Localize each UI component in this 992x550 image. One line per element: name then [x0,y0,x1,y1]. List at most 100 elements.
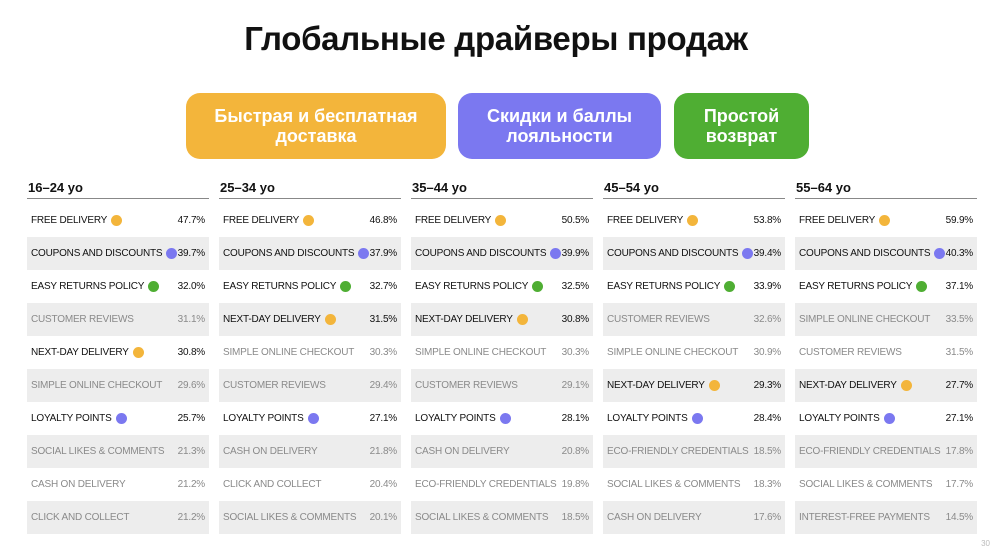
driver-value: 27.7% [945,380,974,391]
driver-label: COUPONS AND DISCOUNTS [607,248,739,259]
driver-value: 27.1% [945,413,974,424]
driver-list: FREE DELIVERY 59.9% COUPONS AND DISCOUNTS 4… [795,204,977,534]
driver-label-wrap: NEXT-DAY DELIVERY [415,314,528,325]
driver-row: NEXT-DAY DELIVERY 30.8% [411,303,593,336]
driver-value: 20.8% [561,446,590,457]
driver-label-wrap: SIMPLE ONLINE CHECKOUT [415,347,546,358]
driver-row: CUSTOMER REVIEWS 29.1% [411,369,593,402]
driver-label: NEXT-DAY DELIVERY [223,314,321,325]
returns-dot-icon [916,281,928,292]
driver-label-wrap: SOCIAL LIKES & COMMENTS [607,479,741,490]
driver-label-wrap: SIMPLE ONLINE CHECKOUT [799,314,930,325]
driver-value: 32.6% [753,314,782,325]
driver-label: EASY RETURNS POLICY [223,281,337,292]
driver-value: 53.8% [753,215,782,226]
driver-row: EASY RETURNS POLICY 37.1% [795,270,977,303]
driver-value: 29.1% [561,380,590,391]
driver-label-wrap: NEXT-DAY DELIVERY [799,380,912,391]
driver-list: FREE DELIVERY 50.5% COUPONS AND DISCOUNTS 3… [411,204,593,534]
driver-label: EASY RETURNS POLICY [415,281,529,292]
driver-value: 30.8% [177,347,206,358]
driver-value: 31.5% [369,314,398,325]
driver-row: CASH ON DELIVERY 21.2% [27,468,209,501]
driver-label: CASH ON DELIVERY [607,512,702,523]
driver-label-wrap: NEXT-DAY DELIVERY [607,380,720,391]
driver-row: ECO-FRIENDLY CREDENTIALS 17.8% [795,435,977,468]
driver-label: SIMPLE ONLINE CHECKOUT [223,347,355,358]
age-table-header: 45–54 yo [603,180,785,199]
pill-delivery: Быстрая и бесплатная доставка [186,93,446,159]
driver-label-wrap: NEXT-DAY DELIVERY [31,347,144,358]
driver-value: 47.7% [177,215,206,226]
driver-value: 21.8% [369,446,398,457]
driver-row: FREE DELIVERY 46.8% [219,204,401,237]
loyalty-dot-icon [115,413,127,424]
driver-row: COUPONS AND DISCOUNTS 39.4% [603,237,785,270]
driver-row: EASY RETURNS POLICY 33.9% [603,270,785,303]
driver-value: 21.2% [177,479,206,490]
driver-value: 20.1% [369,512,398,523]
driver-row: COUPONS AND DISCOUNTS 39.9% [411,237,593,270]
age-table-header: 55–64 yo [795,180,977,199]
driver-label: SOCIAL LIKES & COMMENTS [31,446,165,457]
driver-value: 18.3% [753,479,782,490]
driver-label: CASH ON DELIVERY [223,446,318,457]
loyalty-dot-icon [691,413,703,424]
driver-value: 28.1% [561,413,590,424]
driver-label: COUPONS AND DISCOUNTS [223,248,355,259]
loyalty-dot-icon [499,413,511,424]
driver-row: SIMPLE ONLINE CHECKOUT 29.6% [27,369,209,402]
driver-row: SOCIAL LIKES & COMMENTS 18.5% [411,501,593,534]
driver-value: 30.8% [561,314,590,325]
pill-returns-label: Простой возврат [703,106,780,146]
driver-label: NEXT-DAY DELIVERY [799,380,897,391]
driver-label: SOCIAL LIKES & COMMENTS [415,512,549,523]
driver-label-wrap: SIMPLE ONLINE CHECKOUT [223,347,354,358]
delivery-dot-icon [879,215,891,226]
driver-value: 37.9% [369,248,398,259]
delivery-dot-icon [324,314,336,325]
driver-label: SOCIAL LIKES & COMMENTS [607,479,741,490]
driver-value: 30.3% [369,347,398,358]
age-table: 55–64 yo FREE DELIVERY 59.9% COUPONS AND DI… [795,180,977,534]
driver-label: CLICK AND COLLECT [31,512,130,523]
driver-label: NEXT-DAY DELIVERY [607,380,705,391]
driver-label: FREE DELIVERY [31,215,108,226]
driver-label-wrap: FREE DELIVERY [799,215,891,226]
driver-row: SIMPLE ONLINE CHECKOUT 33.5% [795,303,977,336]
driver-label: CASH ON DELIVERY [31,479,126,490]
driver-label-wrap: CLICK AND COLLECT [31,512,129,523]
driver-label: SOCIAL LIKES & COMMENTS [223,512,357,523]
driver-value: 17.7% [945,479,974,490]
driver-label: INTEREST-FREE PAYMENTS [799,512,930,523]
driver-row: CASH ON DELIVERY 21.8% [219,435,401,468]
driver-label: EASY RETURNS POLICY [799,281,913,292]
driver-label: NEXT-DAY DELIVERY [31,347,129,358]
driver-label: EASY RETURNS POLICY [607,281,721,292]
age-table: 16–24 yo FREE DELIVERY 47.7% COUPONS AND DI… [27,180,209,534]
driver-label: COUPONS AND DISCOUNTS [415,248,547,259]
driver-row: CASH ON DELIVERY 20.8% [411,435,593,468]
driver-row: FREE DELIVERY 47.7% [27,204,209,237]
driver-row: CUSTOMER REVIEWS 31.5% [795,336,977,369]
loyalty-dot-icon [550,248,562,259]
driver-label: LOYALTY POINTS [415,413,496,424]
driver-label-wrap: CASH ON DELIVERY [607,512,702,523]
driver-row: LOYALTY POINTS 28.4% [603,402,785,435]
delivery-dot-icon [111,215,123,226]
driver-label: SOCIAL LIKES & COMMENTS [799,479,933,490]
driver-value: 32.5% [561,281,590,292]
delivery-dot-icon [900,380,912,391]
driver-label-wrap: LOYALTY POINTS [415,413,511,424]
returns-dot-icon [340,281,352,292]
driver-row: EASY RETURNS POLICY 32.0% [27,270,209,303]
driver-label-wrap: COUPONS AND DISCOUNTS [223,248,370,259]
driver-row: ECO-FRIENDLY CREDENTIALS 18.5% [603,435,785,468]
driver-row: SOCIAL LIKES & COMMENTS 21.3% [27,435,209,468]
returns-dot-icon [532,281,544,292]
driver-row: INTEREST-FREE PAYMENTS 14.5% [795,501,977,534]
driver-label-wrap: LOYALTY POINTS [31,413,127,424]
driver-row: EASY RETURNS POLICY 32.5% [411,270,593,303]
driver-label-wrap: COUPONS AND DISCOUNTS [415,248,562,259]
driver-label-wrap: EASY RETURNS POLICY [607,281,736,292]
